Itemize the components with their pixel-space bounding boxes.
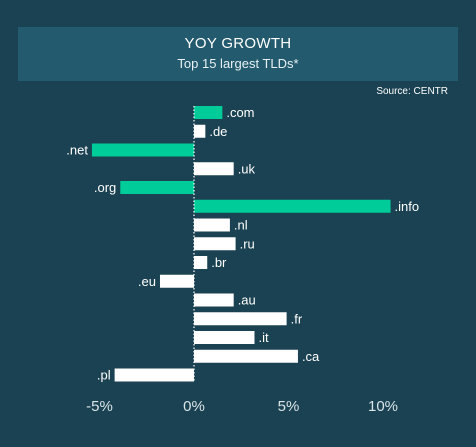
x-tick-label: 5% xyxy=(278,398,300,415)
category-label-ru: .ru xyxy=(240,236,255,251)
source-note: Source: CENTR xyxy=(376,86,448,97)
category-label-eu: .eu xyxy=(138,274,156,289)
bar-eu xyxy=(159,274,194,288)
bar-net xyxy=(91,143,194,157)
bar-info xyxy=(194,199,391,213)
bar-uk xyxy=(194,162,234,176)
category-label-br: .br xyxy=(211,255,227,270)
category-label-it: .it xyxy=(258,330,269,345)
category-label-net: .net xyxy=(66,143,88,158)
bar-ru xyxy=(194,237,236,251)
bar-org xyxy=(120,181,194,194)
bar-com xyxy=(194,106,223,119)
bar-it xyxy=(194,331,255,344)
chart-title: YOY GROWTH xyxy=(184,35,292,52)
x-tick-label: 10% xyxy=(368,398,398,415)
category-label-fr: .fr xyxy=(291,311,303,326)
category-label-ca: .ca xyxy=(302,349,320,364)
category-label-info: .info xyxy=(395,199,420,214)
chart-title-box: YOY GROWTH Top 15 largest TLDs* xyxy=(18,27,458,81)
bar-au xyxy=(194,293,234,307)
bar-de xyxy=(194,124,206,138)
bar-pl xyxy=(114,368,194,382)
bar-nl xyxy=(194,218,230,232)
bar-fr xyxy=(194,312,287,326)
x-tick-label: 0% xyxy=(183,398,205,415)
category-label-nl: .nl xyxy=(234,218,248,233)
bar-br xyxy=(194,256,208,269)
category-label-au: .au xyxy=(238,293,256,308)
bar-ca xyxy=(194,349,298,363)
category-label-pl: .pl xyxy=(97,368,111,383)
category-label-org: .org xyxy=(94,180,116,195)
chart-subtitle: Top 15 largest TLDs* xyxy=(177,56,299,71)
category-label-com: .com xyxy=(226,105,254,120)
x-tick-label: -5% xyxy=(86,398,113,415)
category-label-de: .de xyxy=(209,124,227,139)
category-label-uk: .uk xyxy=(238,161,256,176)
